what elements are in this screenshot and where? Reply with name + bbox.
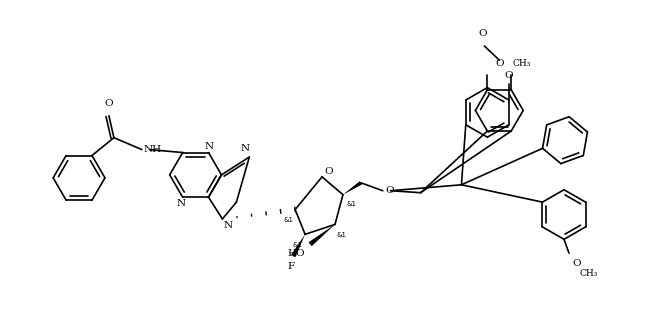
Text: CH₃: CH₃ bbox=[513, 59, 531, 68]
Text: N: N bbox=[223, 221, 233, 230]
Text: O: O bbox=[105, 99, 113, 108]
Text: HO: HO bbox=[287, 249, 305, 258]
Text: N: N bbox=[205, 142, 214, 151]
Polygon shape bbox=[291, 234, 305, 257]
Text: O: O bbox=[324, 167, 333, 176]
Text: O: O bbox=[572, 259, 581, 268]
Text: O: O bbox=[478, 29, 486, 38]
Text: F: F bbox=[287, 262, 295, 271]
Text: &1: &1 bbox=[283, 218, 293, 224]
Polygon shape bbox=[308, 225, 335, 246]
Text: CH₃: CH₃ bbox=[580, 269, 598, 278]
Text: &1: &1 bbox=[337, 232, 347, 238]
Text: &1: &1 bbox=[347, 201, 357, 207]
Text: N: N bbox=[241, 144, 250, 153]
Text: O: O bbox=[495, 59, 503, 68]
Polygon shape bbox=[343, 181, 362, 195]
Text: &1: &1 bbox=[292, 242, 302, 248]
Text: O: O bbox=[386, 186, 394, 195]
Text: NH: NH bbox=[144, 145, 162, 154]
Text: O: O bbox=[505, 71, 513, 80]
Text: N: N bbox=[176, 199, 185, 208]
